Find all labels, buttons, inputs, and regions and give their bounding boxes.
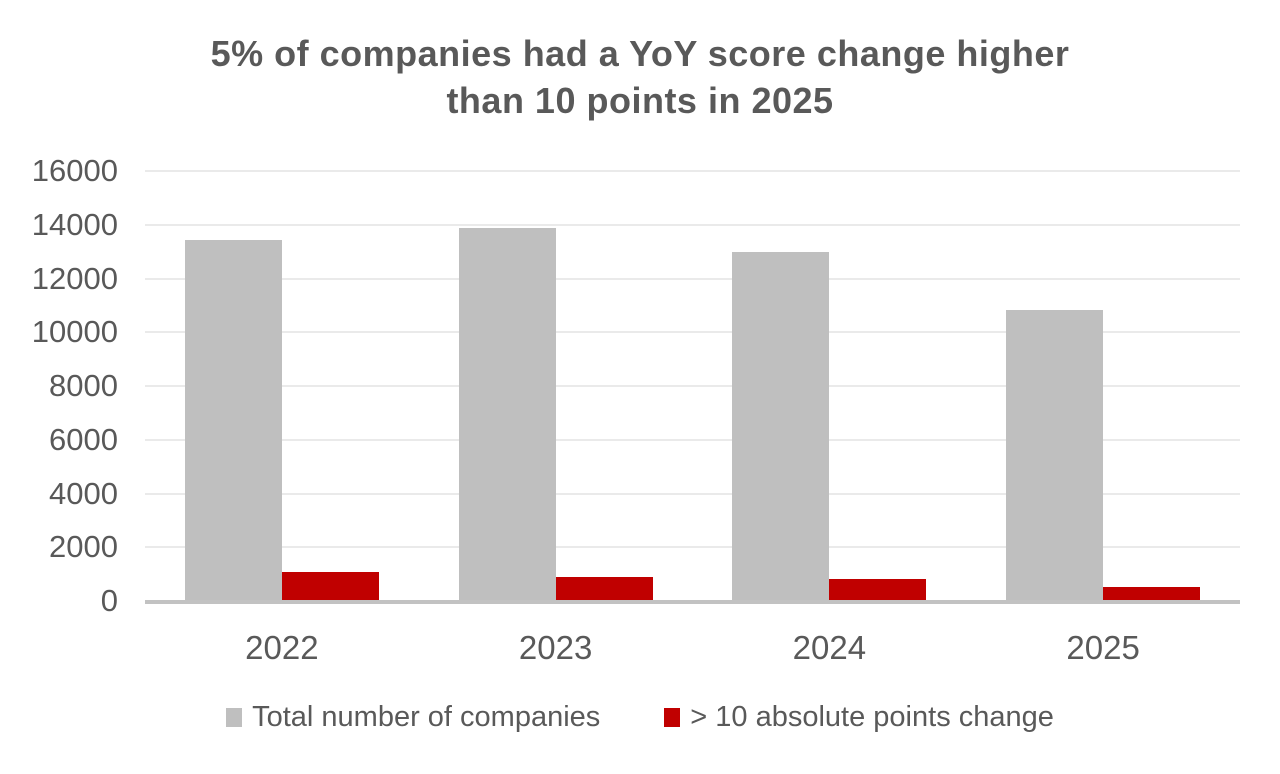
gridline [145, 331, 1240, 334]
bar-group-2023 [419, 171, 693, 601]
gridline [145, 223, 1240, 226]
legend-swatch-icon [664, 707, 681, 727]
bar-group-2024 [693, 171, 967, 601]
bar-change-2022 [281, 572, 379, 601]
legend-swatch-icon [226, 707, 243, 727]
x-axis-line [145, 600, 1240, 604]
bar-pair [1006, 310, 1201, 601]
x-tick-label-2024: 2024 [792, 629, 867, 666]
bar-group-2022 [145, 171, 419, 601]
y-tick-label: 8000 [49, 368, 118, 403]
legend-item-total: Total number of companies [226, 700, 600, 734]
legend: Total number of companies > 10 absolute p… [0, 700, 1280, 734]
gridline [145, 438, 1240, 441]
bar-change-2024 [829, 579, 927, 601]
y-tick-label: 12000 [31, 260, 118, 296]
bar-total-2024 [732, 252, 830, 601]
bar-total-2023 [458, 228, 556, 601]
y-tick-label: 16000 [31, 153, 118, 188]
x-tick-label-2022: 2022 [245, 629, 319, 666]
y-tick-label: 10000 [31, 314, 118, 350]
y-tick-label: 2000 [49, 529, 118, 565]
chart-title: 5% of companies had a YoY score change h… [0, 30, 1280, 124]
legend-item-change: > 10 absolute points change [664, 700, 1054, 734]
gridline [145, 546, 1240, 549]
gridline [145, 492, 1240, 495]
y-tick-label: 0 [100, 583, 118, 618]
bar-groups [145, 171, 1240, 601]
x-tick-label-2023: 2023 [518, 629, 593, 666]
legend-label: Total number of companies [252, 701, 601, 733]
bar-change-2023 [555, 577, 653, 601]
bar-pair [458, 228, 653, 601]
chart-title-line: 5% of companies had a YoY score change h… [210, 33, 1070, 74]
bar-total-2022 [184, 240, 282, 601]
plot-area [145, 170, 1240, 604]
x-tick-label-2025: 2025 [1066, 629, 1140, 666]
gridline [145, 385, 1240, 387]
bar-change-2025 [1103, 587, 1201, 601]
y-tick-label: 4000 [49, 475, 118, 511]
y-axis: 0 2000 4000 6000 8000 10000 12000 14000 16000 [0, 0, 118, 774]
y-tick-label: 6000 [49, 421, 118, 457]
chart-title-line: than 10 points in 2025 [446, 80, 834, 121]
x-axis-labels: 2022 2023 2024 2025 [145, 630, 1240, 666]
gridline [145, 277, 1240, 280]
bar-pair [184, 240, 379, 601]
gridline [145, 170, 1240, 172]
bar-group-2025 [966, 171, 1240, 601]
bar-pair [732, 252, 927, 601]
bar-total-2025 [1006, 310, 1104, 601]
y-tick-label: 14000 [31, 206, 118, 242]
legend-label: > 10 absolute points change [690, 701, 1054, 733]
